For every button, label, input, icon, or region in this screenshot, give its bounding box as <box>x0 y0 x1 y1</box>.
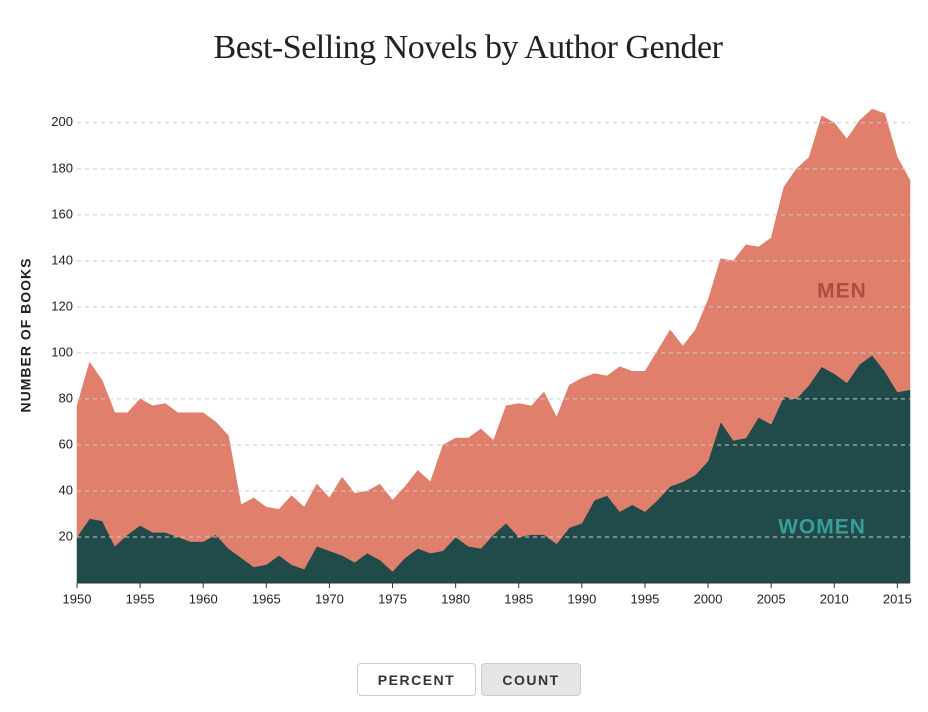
x-tick-label: 2005 <box>757 591 786 606</box>
x-tick-label: 1990 <box>567 591 596 606</box>
y-tick-label: 120 <box>51 298 73 313</box>
x-tick-label: 1980 <box>441 591 470 606</box>
chart: Best-Selling Novels by Author Gender NUM… <box>18 29 912 607</box>
x-tick-label: 2000 <box>694 591 723 606</box>
y-tick-label: 160 <box>51 206 73 221</box>
chart-title: Best-Selling Novels by Author Gender <box>214 29 724 66</box>
x-tick-label: 1970 <box>315 591 344 606</box>
series-label: MEN <box>817 280 867 303</box>
x-tick-label: 1965 <box>252 591 281 606</box>
percent-button[interactable]: PERCENT <box>357 663 476 696</box>
y-tick-label: 40 <box>59 482 73 497</box>
x-tick-label: 2010 <box>820 591 849 606</box>
x-tick-label: 1985 <box>504 591 533 606</box>
x-tick-label: 2015 <box>883 591 912 606</box>
area-1 <box>76 108 911 572</box>
y-tick-label: 200 <box>51 114 73 129</box>
y-tick-label: 140 <box>51 252 73 267</box>
x-tick-label: 1955 <box>126 591 155 606</box>
y-tick-label: 60 <box>59 436 73 451</box>
x-tick-label: 1960 <box>189 591 218 606</box>
x-tick-label: 1975 <box>378 591 407 606</box>
y-tick-label: 100 <box>51 344 73 359</box>
count-button[interactable]: COUNT <box>481 663 581 696</box>
y-tick-label: 80 <box>59 390 73 405</box>
series-label: WOMEN <box>778 516 866 539</box>
x-tick-label: 1995 <box>630 591 659 606</box>
y-axis-label: NUMBER OF BOOKS <box>18 258 34 413</box>
y-tick-label: 180 <box>51 160 73 175</box>
x-tick-label: 1950 <box>63 591 92 606</box>
y-tick-label: 20 <box>59 528 73 543</box>
